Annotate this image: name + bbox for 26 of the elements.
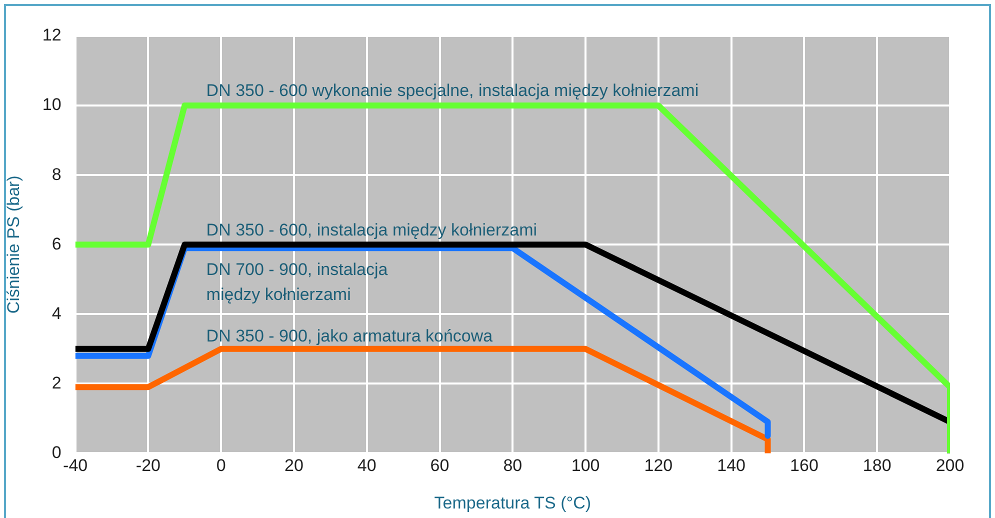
y-tick-label: 2 <box>52 373 62 392</box>
x-tick-label: -40 <box>63 456 88 476</box>
x-tick-label: 180 <box>862 456 892 476</box>
y-tick-label: 12 <box>42 26 62 45</box>
x-tick-label: 60 <box>430 456 450 476</box>
series-label: DN 350 - 600 wykonanie specjalne, instalacja między kołnierzami <box>206 81 699 100</box>
x-tick-label: 160 <box>790 456 818 476</box>
y-tick-label: 6 <box>52 234 62 254</box>
y-tick-label: 8 <box>52 164 62 184</box>
x-tick-label: 120 <box>644 456 673 476</box>
x-tick-label: 80 <box>503 456 522 476</box>
x-tick-label: -20 <box>136 456 160 476</box>
x-tick-label: 100 <box>571 456 600 476</box>
x-tick-label: 40 <box>357 456 376 476</box>
series-label: DN 700 - 900, instalacja między kołnierzami <box>206 260 388 304</box>
x-tick-label: 0 <box>216 456 226 476</box>
x-tick-label: 20 <box>284 456 304 476</box>
series-label: DN 350 - 900, jako armatura końcowa <box>206 326 494 346</box>
y-tick-label: 4 <box>52 304 62 323</box>
x-axis-title: Temperatura TS (°C) <box>434 493 592 512</box>
series-label: DN 350 - 600, instalacja między kołnierzami <box>206 220 538 240</box>
x-tick-label: 200 <box>936 456 964 476</box>
y-axis-title: Ciśnienie PS (bar) <box>4 176 23 314</box>
y-tick-label: 10 <box>42 95 62 114</box>
x-tick-label: 140 <box>717 456 746 476</box>
y-tick-label: 0 <box>52 442 62 462</box>
